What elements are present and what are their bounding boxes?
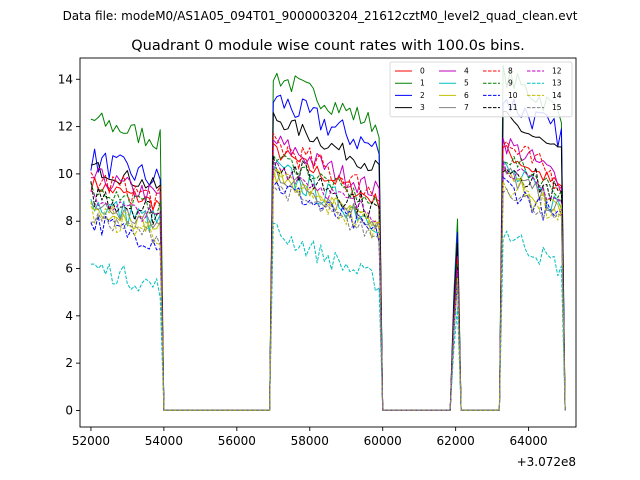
legend-label-1: 1	[420, 79, 425, 88]
legend-box	[389, 61, 573, 118]
legend-label-8: 8	[508, 67, 513, 76]
series-line-14	[90, 167, 566, 411]
legend-label-0: 0	[420, 67, 425, 76]
figure-suptitle: Data file: modeM0/AS1A05_094T01_90000032…	[63, 9, 578, 23]
series-line-8	[90, 133, 566, 411]
x-tick-label: 60000	[364, 434, 402, 448]
y-tick-label: 2	[65, 356, 73, 370]
y-tick-label: 14	[58, 72, 73, 86]
legend-label-12: 12	[552, 67, 562, 76]
legend-label-9: 9	[508, 79, 513, 88]
axes-frame	[79, 57, 577, 428]
legend-label-3: 3	[420, 103, 425, 112]
legend-label-15: 15	[552, 103, 562, 112]
x-axis-offset-label: +3.072e8	[517, 455, 576, 469]
legend-label-6: 6	[464, 91, 469, 100]
axes-border	[79, 57, 577, 428]
legend-label-4: 4	[464, 67, 469, 76]
legend-label-7: 7	[464, 103, 469, 112]
legend-label-10: 10	[508, 91, 518, 100]
x-tick-label: 62000	[437, 434, 475, 448]
series-line-10	[90, 176, 566, 411]
y-tick-label: 8	[65, 214, 73, 228]
series-line-3	[90, 110, 566, 411]
series-line-13	[90, 222, 566, 411]
series-line-6	[90, 167, 566, 411]
y-tick-label: 10	[58, 167, 73, 181]
plot-lines	[90, 64, 566, 411]
legend-label-14: 14	[552, 91, 562, 100]
y-tick-label: 0	[65, 403, 73, 417]
legend-label-13: 13	[552, 79, 562, 88]
series-line-9	[90, 154, 566, 411]
x-axis-ticks: 52000 54000 56000 58000 60000 62000 64000	[72, 427, 548, 448]
x-tick-label: 54000	[145, 434, 183, 448]
legend-label-2: 2	[420, 91, 425, 100]
y-axis-ticks: 0 2 4 6 8 10 12 14	[58, 72, 80, 417]
x-tick-label: 52000	[72, 434, 110, 448]
series-line-11	[90, 155, 566, 411]
y-tick-label: 12	[58, 120, 73, 134]
legend-label-11: 11	[508, 103, 518, 112]
series-line-7	[90, 164, 566, 411]
x-tick-label: 56000	[218, 434, 256, 448]
x-tick-label: 64000	[509, 434, 547, 448]
chart-title: Quadrant 0 module wise count rates with …	[131, 38, 525, 54]
y-tick-label: 6	[65, 262, 73, 276]
series-line-12	[90, 161, 566, 411]
y-tick-label: 4	[65, 309, 73, 323]
x-tick-label: 58000	[291, 434, 329, 448]
legend-label-5: 5	[464, 79, 469, 88]
series-line-4	[90, 135, 566, 411]
series-line-15	[90, 185, 566, 411]
